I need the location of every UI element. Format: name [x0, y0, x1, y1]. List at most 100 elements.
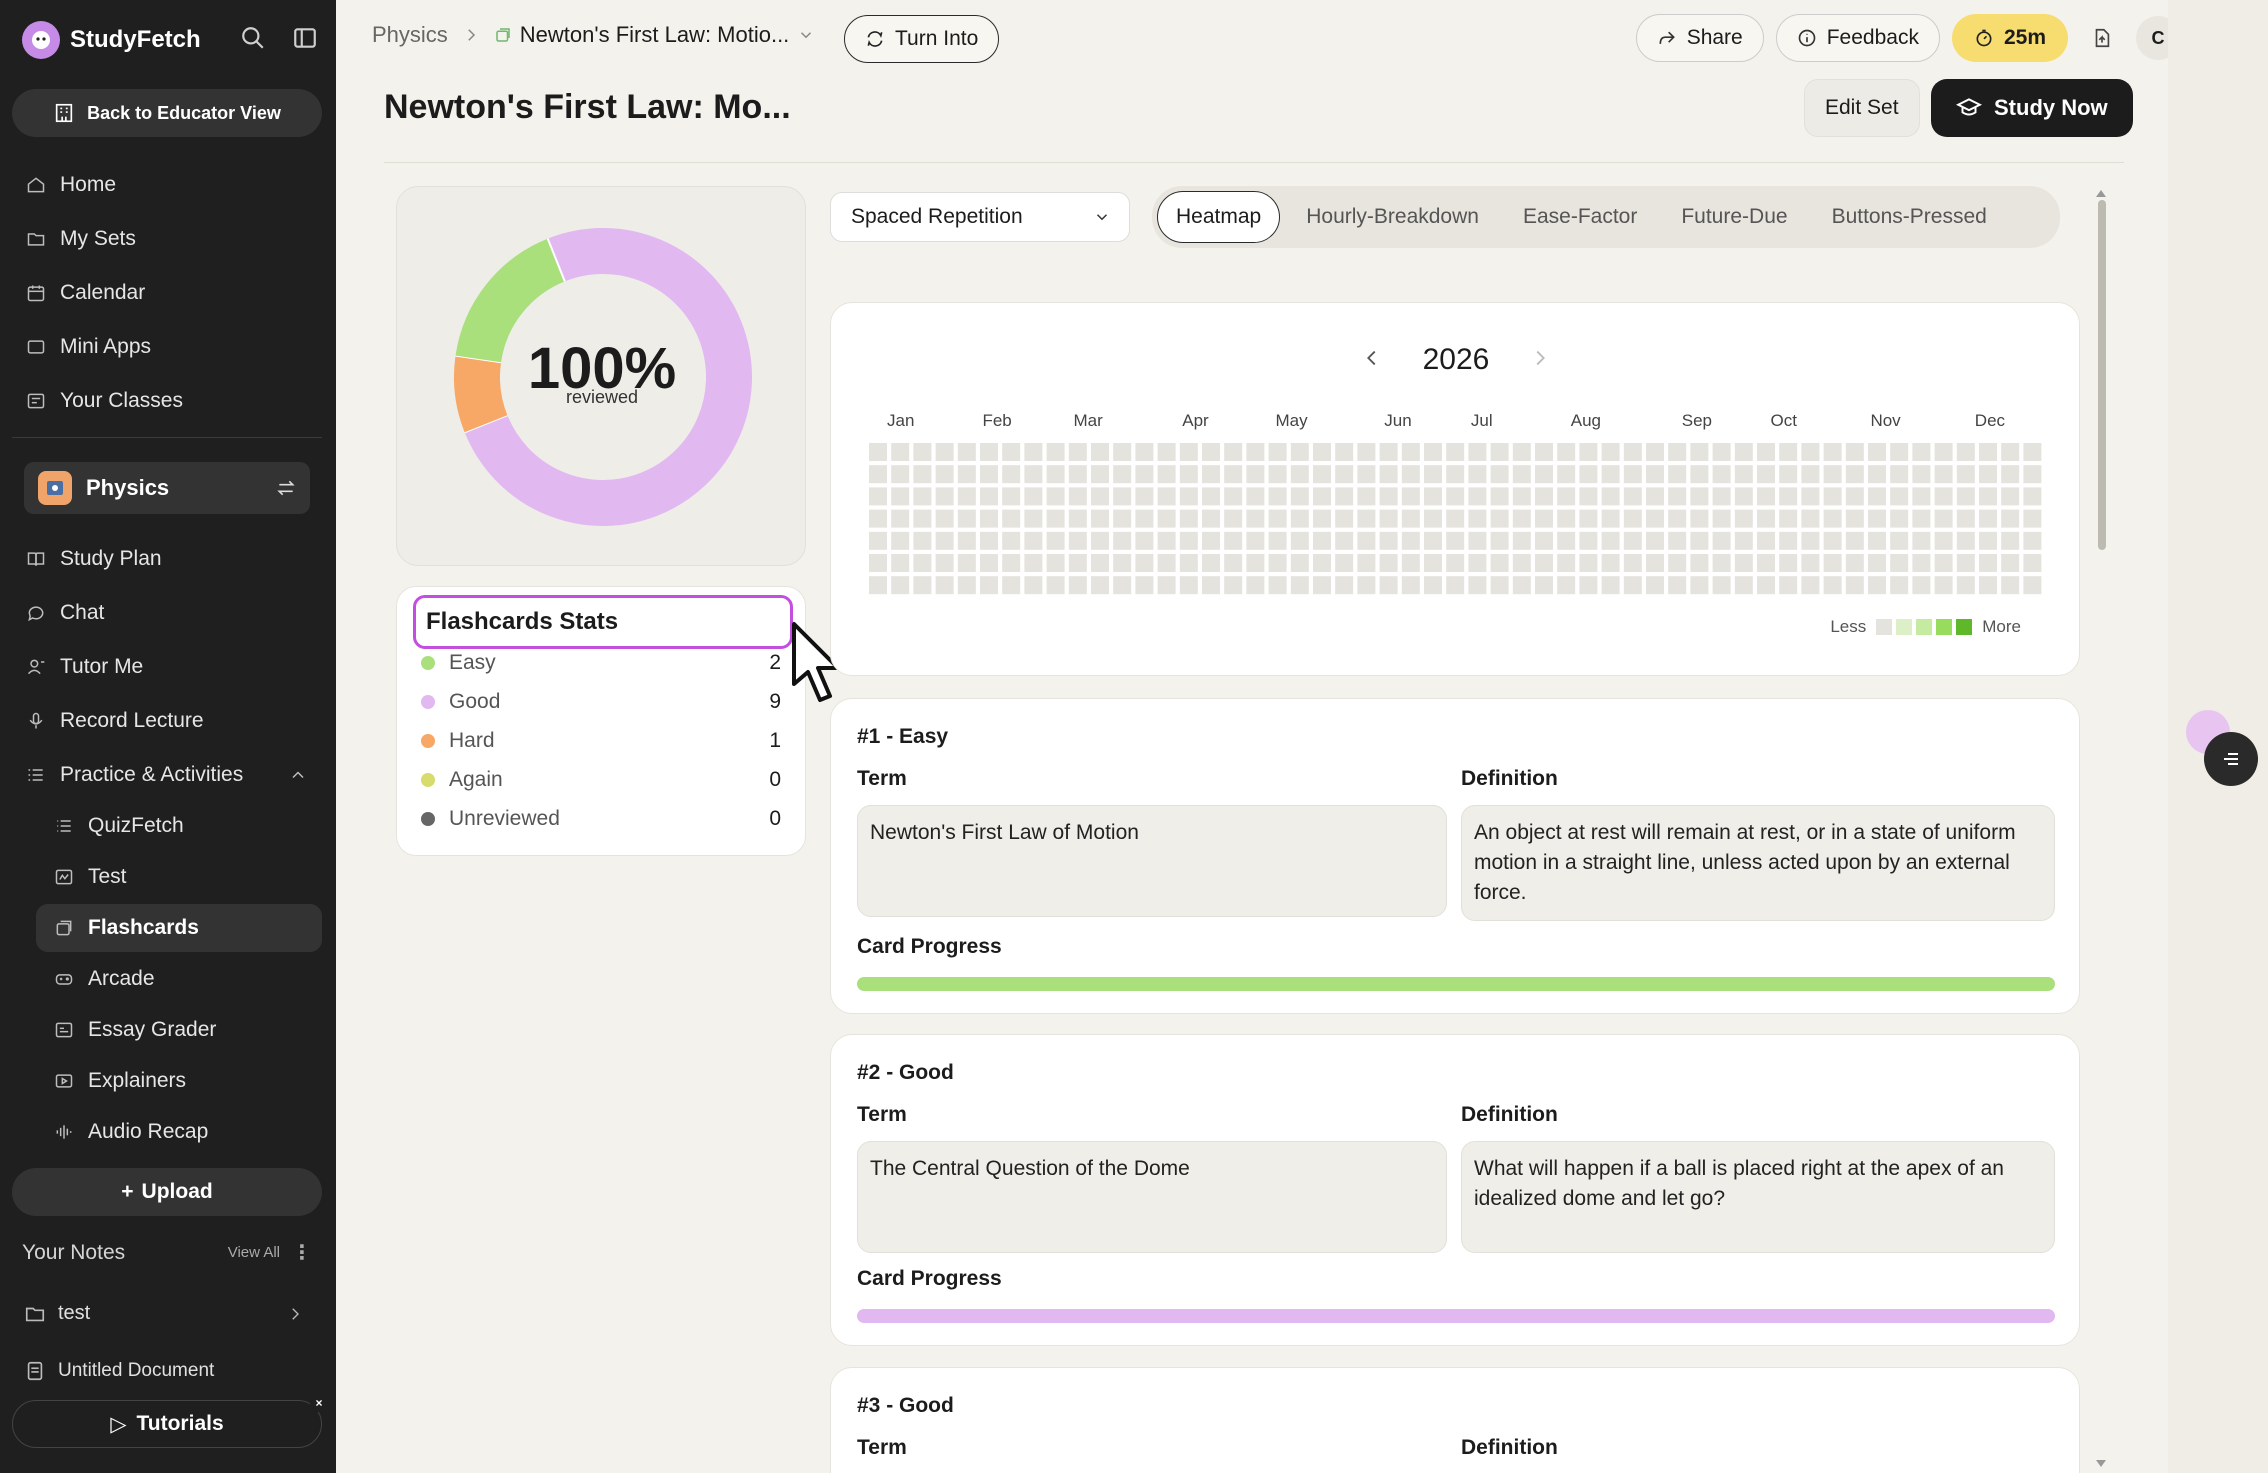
- heatmap-cell[interactable]: [1046, 465, 1065, 484]
- heatmap-cell[interactable]: [1046, 509, 1065, 528]
- heatmap-cell[interactable]: [1690, 487, 1709, 506]
- heatmap-cell[interactable]: [1135, 576, 1154, 595]
- heatmap-cell[interactable]: [1890, 554, 1909, 572]
- heatmap-cell[interactable]: [1535, 531, 1553, 550]
- term-field[interactable]: Newton's First Law of Motion: [857, 805, 1447, 917]
- heatmap-cell[interactable]: [1135, 443, 1154, 461]
- heatmap-cell[interactable]: [1734, 465, 1753, 484]
- flashcards-stats-title[interactable]: Flashcards Stats: [413, 595, 793, 649]
- heatmap-cell[interactable]: [1845, 509, 1864, 528]
- heatmap-cell[interactable]: [2023, 443, 2042, 461]
- heatmap-cell[interactable]: [980, 554, 998, 572]
- heatmap-cell[interactable]: [1712, 487, 1731, 506]
- heatmap-cell[interactable]: [1557, 576, 1576, 595]
- heatmap-cell[interactable]: [1313, 576, 1331, 595]
- swap-icon[interactable]: [276, 478, 296, 498]
- heatmap-cell[interactable]: [1979, 554, 1997, 572]
- heatmap-cell[interactable]: [1512, 443, 1531, 461]
- heatmap-cell[interactable]: [1668, 509, 1687, 528]
- heatmap-cell[interactable]: [1757, 443, 1775, 461]
- sidebar-item-calendar[interactable]: Calendar: [12, 269, 322, 317]
- heatmap-cell[interactable]: [1779, 531, 1798, 550]
- tab-hourly-breakdown[interactable]: Hourly-Breakdown: [1306, 205, 1479, 228]
- sidebar-item-arcade[interactable]: Arcade: [36, 955, 322, 1003]
- heatmap-cell[interactable]: [1757, 531, 1775, 550]
- note-untitled-document[interactable]: Untitled Document: [24, 1360, 304, 1382]
- heatmap-cell[interactable]: [980, 487, 998, 506]
- heatmap-cell[interactable]: [1446, 487, 1465, 506]
- main-scrollbar[interactable]: [2098, 200, 2106, 550]
- heatmap-cell[interactable]: [1002, 443, 1021, 461]
- heatmap-cell[interactable]: [1468, 487, 1487, 506]
- heatmap-cell[interactable]: [2023, 465, 2042, 484]
- heatmap-cell[interactable]: [1535, 443, 1553, 461]
- heatmap-cell[interactable]: [1757, 465, 1775, 484]
- heatmap-cell[interactable]: [1224, 443, 1243, 461]
- heatmap-cell[interactable]: [1357, 509, 1376, 528]
- heatmap-cell[interactable]: [1490, 443, 1509, 461]
- heatmap-cell[interactable]: [2001, 509, 2020, 528]
- heatmap-cell[interactable]: [2023, 576, 2042, 595]
- sidebar-item-quizfetch[interactable]: QuizFetch: [36, 802, 322, 850]
- mode-select[interactable]: Spaced Repetition: [830, 192, 1130, 242]
- heatmap-cell[interactable]: [1046, 487, 1065, 506]
- heatmap-cell[interactable]: [1091, 554, 1109, 572]
- heatmap-cell[interactable]: [1557, 465, 1576, 484]
- heatmap-cell[interactable]: [1668, 443, 1687, 461]
- heatmap-cell[interactable]: [1956, 531, 1975, 550]
- heatmap-cell[interactable]: [1535, 554, 1553, 572]
- heatmap-cell[interactable]: [1623, 487, 1642, 506]
- heatmap-cell[interactable]: [1979, 443, 1997, 461]
- breadcrumb-root[interactable]: Physics: [372, 22, 448, 47]
- heatmap-cell[interactable]: [1335, 465, 1354, 484]
- heatmap-cell[interactable]: [1424, 509, 1442, 528]
- heatmap-cell[interactable]: [1313, 487, 1331, 506]
- definition-field[interactable]: What will happen if a ball is placed rig…: [1461, 1141, 2055, 1253]
- heatmap-cell[interactable]: [1091, 531, 1109, 550]
- heatmap-cell[interactable]: [1157, 487, 1176, 506]
- heatmap-cell[interactable]: [1601, 443, 1620, 461]
- heatmap-cell[interactable]: [913, 531, 932, 550]
- assistant-button[interactable]: [2186, 710, 2258, 786]
- heatmap-cell[interactable]: [1335, 576, 1354, 595]
- heatmap-cell[interactable]: [957, 531, 976, 550]
- heatmap-cell[interactable]: [980, 443, 998, 461]
- feedback-button[interactable]: Feedback: [1775, 14, 1940, 62]
- heatmap-cell[interactable]: [1646, 465, 1664, 484]
- heatmap-cell[interactable]: [1845, 465, 1864, 484]
- heatmap-cell[interactable]: [1024, 509, 1043, 528]
- heatmap-cell[interactable]: [1446, 531, 1465, 550]
- heatmap-cell[interactable]: [1335, 443, 1354, 461]
- heatmap-cell[interactable]: [1690, 443, 1709, 461]
- heatmap-cell[interactable]: [1868, 487, 1886, 506]
- heatmap-cell[interactable]: [1801, 443, 1820, 461]
- heatmap-cell[interactable]: [1024, 531, 1043, 550]
- heatmap-cell[interactable]: [1313, 465, 1331, 484]
- heatmap-cell[interactable]: [1335, 531, 1354, 550]
- heatmap-cell[interactable]: [1468, 576, 1487, 595]
- heatmap-cell[interactable]: [1646, 531, 1664, 550]
- heatmap-cell[interactable]: [935, 554, 954, 572]
- heatmap-cell[interactable]: [1290, 531, 1309, 550]
- heatmap-cell[interactable]: [2001, 554, 2020, 572]
- heatmap-cell[interactable]: [1202, 554, 1220, 572]
- heatmap-cell[interactable]: [1490, 531, 1509, 550]
- heatmap-cell[interactable]: [1912, 443, 1931, 461]
- heatmap-cell[interactable]: [1068, 443, 1087, 461]
- heatmap-cell[interactable]: [1357, 487, 1376, 506]
- heatmap-cell[interactable]: [1890, 487, 1909, 506]
- heatmap-cell[interactable]: [1424, 443, 1442, 461]
- heatmap-cell[interactable]: [957, 487, 976, 506]
- heatmap-cell[interactable]: [1845, 443, 1864, 461]
- heatmap-cell[interactable]: [1113, 531, 1132, 550]
- heatmap-cell[interactable]: [1712, 465, 1731, 484]
- heatmap-cell[interactable]: [1379, 509, 1398, 528]
- heatmap-cell[interactable]: [957, 465, 976, 484]
- heatmap-cell[interactable]: [1179, 443, 1198, 461]
- more-options-icon[interactable]: ⋮: [292, 1242, 312, 1264]
- heatmap-cell[interactable]: [1712, 554, 1731, 572]
- heatmap-cell[interactable]: [1801, 465, 1820, 484]
- heatmap-cell[interactable]: [1956, 465, 1975, 484]
- heatmap-cell[interactable]: [1313, 509, 1331, 528]
- study-now-button[interactable]: Study Now: [1931, 79, 2133, 137]
